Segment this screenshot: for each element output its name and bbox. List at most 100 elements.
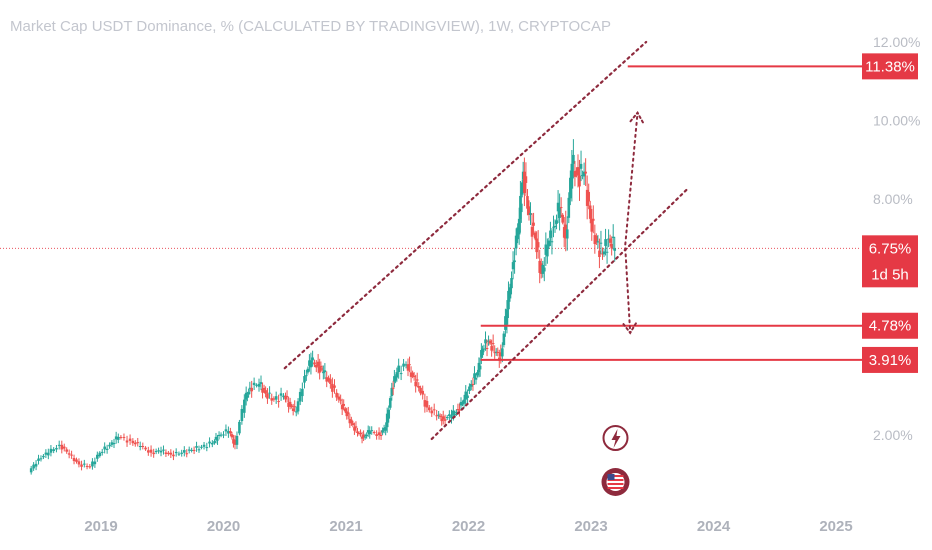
- candle-body: [57, 444, 61, 446]
- candle-body: [581, 175, 584, 177]
- candle-body: [327, 377, 330, 381]
- candle-body: [366, 430, 370, 433]
- candle-body: [532, 222, 535, 226]
- candle-body: [167, 452, 170, 454]
- candle-body: [469, 383, 473, 387]
- candle-body: [291, 408, 295, 412]
- x-tick-label: 2019: [84, 518, 117, 535]
- candle-body: [458, 409, 461, 411]
- candle-body: [561, 214, 564, 223]
- candle-body: [384, 427, 387, 431]
- price-badge: [862, 53, 918, 80]
- candle-body: [333, 385, 336, 388]
- price-badge: [862, 235, 918, 288]
- candle-body: [610, 243, 613, 249]
- candle-body: [108, 444, 111, 447]
- candle-body: [466, 395, 469, 398]
- candle-body: [342, 403, 346, 406]
- candle-body: [482, 348, 486, 350]
- candle-body: [216, 439, 219, 441]
- candle-body: [213, 441, 216, 443]
- trend-channel-line[interactable]: [430, 186, 691, 441]
- candle-body: [232, 439, 235, 444]
- candle-body: [270, 398, 274, 401]
- candle-body: [541, 264, 545, 274]
- candle-body: [105, 448, 109, 450]
- candle-body: [573, 171, 577, 177]
- candle-body: [356, 431, 359, 434]
- candle-body: [524, 176, 528, 183]
- candle-body: [517, 218, 521, 235]
- candle-body: [611, 236, 615, 238]
- candle-body: [578, 175, 581, 187]
- candle-body: [529, 213, 532, 215]
- candle-body: [131, 440, 135, 444]
- price-badge-label: 11.38%: [865, 58, 915, 75]
- candle-body: [248, 387, 252, 389]
- candle-body: [240, 408, 244, 422]
- y-tick-label: 10.00%: [873, 113, 920, 129]
- candle-body: [464, 391, 468, 400]
- candle-body: [542, 267, 546, 272]
- candle-body: [607, 238, 610, 240]
- candle-body: [262, 387, 266, 390]
- candle-body: [250, 387, 253, 392]
- candle-body: [301, 388, 304, 397]
- candle-body: [247, 392, 250, 395]
- trend-channel-line[interactable]: [283, 40, 648, 370]
- candle-body: [257, 383, 261, 387]
- candle-body: [567, 197, 571, 218]
- candle-body: [553, 226, 557, 228]
- candle-body: [440, 419, 444, 422]
- candle-body: [394, 377, 397, 381]
- candle-body: [343, 408, 347, 412]
- candle-body: [520, 203, 523, 213]
- candle-body: [259, 382, 263, 384]
- candle-body: [608, 238, 612, 243]
- candle-body: [49, 448, 53, 453]
- lightning-glyph: [611, 429, 621, 448]
- candle-body: [122, 436, 126, 438]
- us-flag-canton: [607, 474, 615, 480]
- candle-body: [311, 357, 314, 361]
- candle-body: [329, 379, 332, 384]
- candle-body: [406, 364, 410, 371]
- projection-down-arrow[interactable]: [624, 247, 632, 334]
- candle-body: [229, 431, 232, 434]
- candle-body: [547, 240, 551, 247]
- price-badge: [862, 312, 918, 339]
- candle-body: [100, 451, 104, 453]
- projection-up-arrow[interactable]: [624, 111, 639, 246]
- candle-body: [365, 434, 368, 437]
- candle-body: [319, 366, 323, 368]
- candle-body: [272, 398, 276, 400]
- candle-body: [414, 381, 417, 387]
- candle-body: [65, 449, 68, 452]
- candle-body: [93, 461, 97, 465]
- candle-body: [144, 447, 147, 450]
- candle-body: [487, 340, 490, 342]
- candle-body: [348, 419, 352, 424]
- candle-body: [404, 364, 408, 366]
- candle-body: [339, 399, 342, 401]
- candle-body: [238, 421, 241, 434]
- candle-body: [588, 205, 592, 219]
- candle-body: [360, 436, 364, 439]
- candle-body: [180, 452, 183, 454]
- candle-body: [303, 376, 306, 383]
- candle-body: [110, 442, 114, 445]
- candle-body: [572, 154, 575, 164]
- candle-body: [337, 396, 341, 400]
- candle-body: [468, 386, 471, 391]
- candle-body: [185, 453, 189, 455]
- candle-body: [320, 368, 324, 370]
- candle-body: [119, 436, 123, 438]
- candle-body: [513, 260, 516, 263]
- candle-body: [52, 449, 55, 452]
- candle-body: [91, 461, 94, 467]
- candle-body: [562, 227, 566, 238]
- candle-body: [370, 430, 374, 432]
- candle-body: [274, 396, 278, 400]
- candle-body: [154, 451, 158, 453]
